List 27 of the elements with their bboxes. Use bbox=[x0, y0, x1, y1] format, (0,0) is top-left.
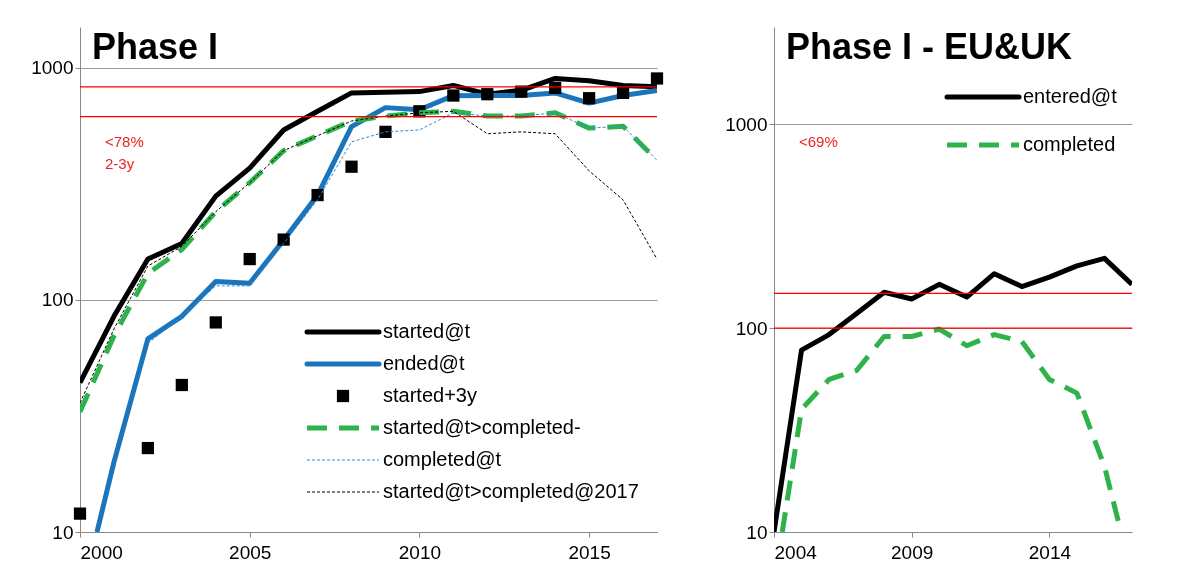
y-tick-label: 1000 bbox=[31, 57, 74, 79]
y-tick-label: 10 bbox=[52, 521, 74, 543]
legend-label: started+3y bbox=[383, 384, 477, 406]
y-tick-label: 100 bbox=[735, 317, 768, 339]
line-series bbox=[147, 112, 657, 344]
x-tick-label: 2009 bbox=[891, 541, 934, 563]
y-tick-label: 100 bbox=[41, 289, 74, 311]
annotation: <78% bbox=[105, 133, 144, 150]
x-tick-label: 2005 bbox=[229, 541, 272, 563]
annotation: 2-3y bbox=[105, 155, 135, 172]
x-tick-label: 2010 bbox=[398, 541, 442, 563]
chart-title: Phase I - EU&UK bbox=[786, 26, 1073, 67]
legend-label: started@t bbox=[383, 320, 471, 342]
y-tick-label: 1000 bbox=[725, 113, 768, 135]
annotation: <69% bbox=[799, 133, 838, 150]
legend-label: completed bbox=[1023, 133, 1116, 155]
legend-label: ended@t bbox=[383, 352, 465, 374]
legend-label: started@t>completed@2017 bbox=[383, 480, 639, 502]
legend-label: entered@t bbox=[1023, 85, 1118, 107]
x-tick-label: 2004 bbox=[774, 541, 818, 563]
legend-label: started@t>completed- bbox=[383, 416, 581, 438]
y-tick-label: 10 bbox=[746, 521, 768, 543]
x-tick-label: 2015 bbox=[568, 541, 611, 563]
x-tick-label: 2014 bbox=[1028, 541, 1072, 563]
chart-title: Phase I bbox=[92, 26, 219, 67]
legend-label: completed@t bbox=[383, 448, 502, 470]
x-tick-label: 2000 bbox=[80, 541, 123, 563]
